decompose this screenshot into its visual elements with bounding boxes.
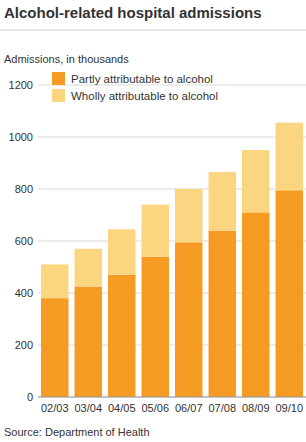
subtitle: Admissions, in thousands (4, 53, 129, 65)
y-tick-label: 0 (27, 391, 33, 403)
y-tick-label: 200 (15, 339, 33, 351)
bar-segment (175, 189, 202, 242)
bar-segment (242, 150, 269, 212)
y-tick-label: 800 (15, 183, 33, 195)
bar-segment (75, 287, 102, 398)
legend-swatch (52, 72, 65, 85)
y-tick-label: 400 (15, 287, 33, 299)
bar-segment (276, 123, 303, 191)
source: Source: Department of Health (4, 426, 150, 438)
chart-svg: Alcohol-related hospital admissions Admis… (0, 0, 306, 442)
bar-segment (108, 275, 135, 397)
bar-segment (75, 249, 102, 287)
bar-segment (108, 229, 135, 274)
y-tick-label: 1000 (9, 131, 33, 143)
grid-line (38, 137, 306, 138)
bar-segment (276, 190, 303, 397)
y-tick-label: 1200 (9, 79, 33, 91)
bar-segment (41, 264, 68, 298)
x-tick-label: 03/04 (74, 402, 102, 414)
bar-segment (142, 205, 169, 257)
x-tick-label: 08/09 (242, 402, 270, 414)
x-tick-label: 04/05 (108, 402, 136, 414)
bar-segment (209, 172, 236, 231)
x-tick-label: 05/06 (141, 402, 169, 414)
grid-line (38, 397, 306, 398)
x-axis-line (38, 397, 306, 398)
y-tick-label: 600 (15, 235, 33, 247)
x-tick-label: 06/07 (175, 402, 203, 414)
x-tick-label: 09/10 (275, 402, 303, 414)
bars (41, 123, 303, 397)
bar-segment (209, 231, 236, 397)
background (0, 0, 306, 442)
chart-container: Alcohol-related hospital admissions Admis… (0, 0, 306, 442)
bar-segment (175, 242, 202, 397)
title: Alcohol-related hospital admissions (4, 4, 262, 21)
bar-segment (41, 298, 68, 397)
legend-swatch (52, 89, 65, 102)
x-tick-label: 07/08 (208, 402, 236, 414)
legend-label: Wholly attributable to alcohol (71, 90, 218, 102)
x-tick-label: 02/03 (41, 402, 69, 414)
bar-segment (142, 257, 169, 397)
bar-segment (242, 212, 269, 397)
legend-label: Partly attributable to alcohol (71, 73, 213, 85)
title-rule (0, 30, 306, 31)
